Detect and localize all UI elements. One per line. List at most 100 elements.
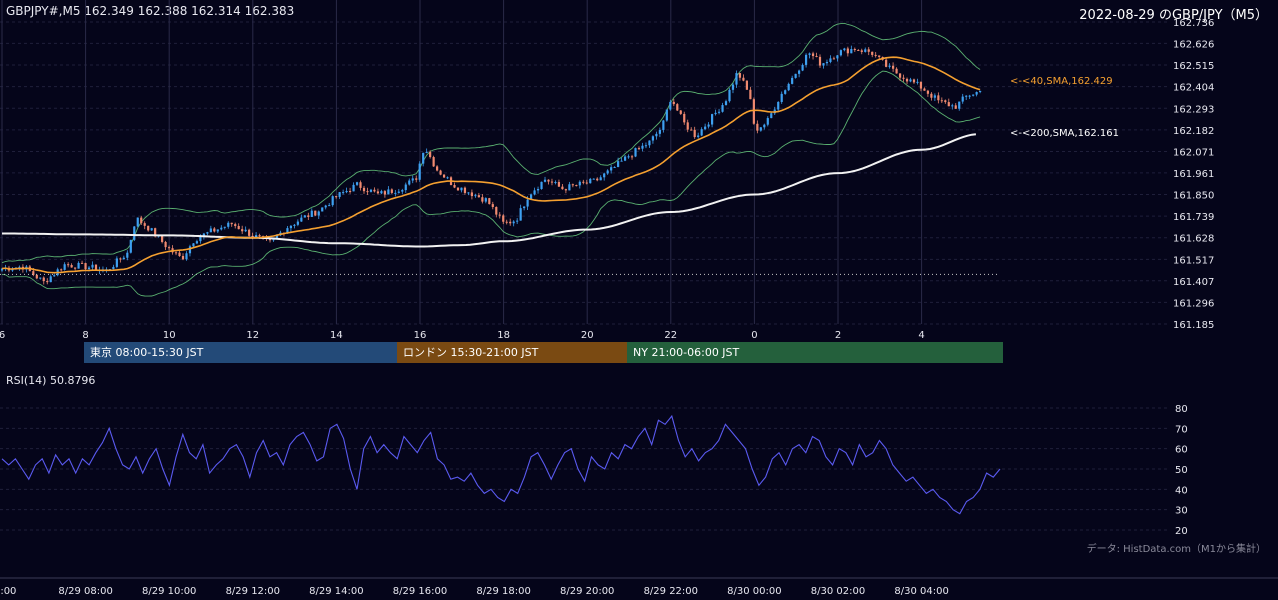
x-tick-label: 6: [0, 330, 5, 341]
candle-body: [310, 210, 313, 217]
candle-body: [735, 73, 738, 85]
symbol-info: GBPJPY#,M5 162.349 162.388 162.314 162.3…: [6, 4, 295, 18]
y-tick-label: 162.515: [1173, 61, 1214, 72]
candle-body: [67, 264, 70, 266]
candle-body: [620, 160, 623, 162]
candle-body: [585, 182, 588, 184]
candle-body: [331, 196, 334, 206]
candle-body: [839, 50, 842, 56]
candle-body: [672, 101, 675, 105]
candle-body: [439, 170, 442, 175]
price-grid: [0, 0, 1170, 325]
candle-body: [136, 217, 139, 227]
time-x-axis: 06:00 8/29 08:00 8/29 10:00 8/29 12:00 8/29 …: [0, 577, 1278, 597]
candle-body: [178, 252, 181, 257]
candle-body: [526, 199, 529, 207]
candle-body: [857, 50, 860, 52]
candle-body: [550, 181, 554, 183]
candle-body: [519, 208, 522, 221]
candle-body: [376, 191, 380, 194]
candle-body: [397, 191, 400, 193]
candle-body: [32, 271, 35, 275]
candle-body: [119, 258, 122, 260]
candle-body: [147, 225, 150, 231]
time-tick-label: 8/30 00:00: [727, 586, 781, 597]
candle-body: [216, 229, 219, 232]
candle-body: [523, 206, 526, 209]
candle-body: [192, 243, 195, 247]
candle-body: [808, 53, 811, 55]
candle-body: [888, 65, 891, 67]
candle-body: [188, 246, 192, 254]
candle-body: [885, 59, 888, 67]
candle-body: [338, 192, 341, 197]
candle-body: [860, 50, 863, 52]
candle-body: [18, 266, 21, 268]
x-tick-label: 18: [497, 330, 510, 341]
price-x-axis: 6 8 10 12 14 16 18 20 22 0 2 4: [0, 330, 925, 341]
candle-body: [342, 192, 345, 194]
candle-body: [286, 228, 289, 233]
candle-body: [965, 95, 968, 97]
candle-body: [568, 184, 571, 191]
candle-body: [477, 195, 480, 198]
candle-body: [314, 210, 317, 216]
session-newyork: NY 21:00-06:00 JST: [627, 342, 1003, 363]
candle-body: [912, 79, 916, 83]
time-tick-label: 8/29 08:00: [58, 586, 112, 597]
candle-body: [749, 89, 752, 100]
x-tick-label: 2: [835, 330, 841, 341]
rsi-y-tick-label: 20: [1175, 526, 1188, 537]
candle-body: [916, 81, 919, 83]
candle-body: [422, 152, 425, 164]
candle-body: [248, 229, 251, 236]
candle-body: [223, 226, 226, 228]
candle-body: [902, 77, 905, 79]
candle-body: [491, 204, 494, 208]
candle-body: [947, 102, 950, 107]
candle-body: [154, 228, 157, 237]
candle-body: [258, 235, 261, 237]
candle-body: [150, 228, 153, 231]
time-tick-label: 8/30 02:00: [811, 586, 865, 597]
candle-body: [49, 276, 52, 283]
rsi-y-tick-label: 50: [1175, 465, 1188, 476]
candle-body: [46, 281, 49, 283]
candle-body: [714, 112, 717, 115]
candle-body: [561, 186, 564, 190]
y-tick-label: 161.296: [1173, 298, 1214, 309]
candle-body: [209, 228, 212, 233]
y-tick-label: 161.961: [1173, 169, 1214, 180]
candle-body: [829, 58, 832, 62]
candle-body: [547, 179, 550, 182]
candle-body: [60, 269, 63, 271]
candle-body: [509, 221, 512, 224]
candle-body: [80, 262, 84, 264]
y-tick-label: 162.293: [1173, 104, 1214, 115]
candle-body: [436, 166, 439, 171]
candle-body: [937, 95, 940, 101]
candle-body: [787, 83, 790, 91]
candle-body: [227, 222, 230, 227]
y-tick-label: 161.185: [1173, 320, 1214, 331]
candle-body: [815, 56, 818, 58]
candle-body: [307, 215, 310, 217]
candle-body: [133, 226, 136, 240]
candle-body: [864, 49, 867, 52]
candle-body: [199, 237, 202, 242]
candle-body: [630, 156, 634, 158]
candle-body: [42, 277, 45, 282]
candle-body: [731, 84, 735, 90]
candle-body: [686, 122, 689, 130]
rsi-y-axis: 80 70 60 50 40 30 20: [1175, 404, 1188, 537]
candle-body: [529, 194, 533, 200]
rsi-line: [1, 414, 1001, 515]
candle-body: [289, 225, 293, 229]
candle-body: [756, 123, 759, 131]
candle-body: [415, 178, 418, 180]
y-tick-label: 162.404: [1173, 83, 1214, 94]
x-tick-label: 14: [330, 330, 343, 341]
candle-body: [961, 96, 964, 102]
candle-body: [707, 124, 710, 127]
